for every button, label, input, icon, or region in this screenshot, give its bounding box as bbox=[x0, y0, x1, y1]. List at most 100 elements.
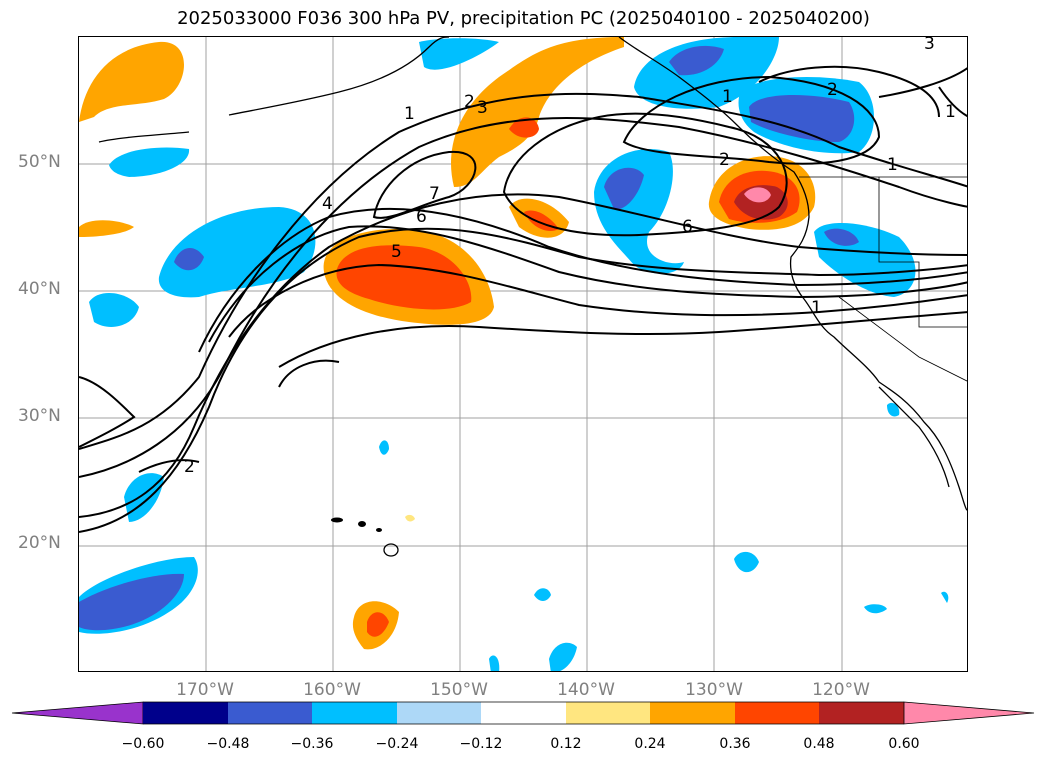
pv-contour bbox=[228, 263, 967, 338]
shade-negative bbox=[419, 38, 499, 70]
lon-label: 140°W bbox=[557, 680, 615, 700]
colorbar bbox=[11, 701, 1035, 725]
pv-contour bbox=[79, 376, 136, 448]
shade-positive bbox=[336, 245, 472, 310]
shade-negative bbox=[604, 167, 644, 210]
borders bbox=[799, 176, 967, 382]
colorbar-tick: 0.36 bbox=[719, 736, 751, 752]
shade-positive bbox=[79, 220, 134, 237]
shade-negative bbox=[824, 228, 859, 246]
shade-negative bbox=[634, 37, 779, 109]
contour-label: 1 bbox=[722, 87, 733, 107]
shade-positive bbox=[79, 41, 184, 123]
contour-label: 2 bbox=[464, 92, 475, 112]
colorbar-segment bbox=[481, 702, 566, 724]
coastline-aleutians bbox=[228, 37, 450, 116]
shade-positive bbox=[367, 612, 389, 637]
shade-negative bbox=[749, 95, 855, 142]
pv-contour bbox=[138, 459, 200, 473]
contour-label: 7 bbox=[429, 184, 440, 204]
lat-label: 50°N bbox=[18, 152, 61, 172]
colorbar-tick: 0.60 bbox=[888, 736, 920, 752]
pv-contour bbox=[79, 117, 967, 478]
shade-negative bbox=[109, 147, 190, 177]
shade-negative bbox=[124, 473, 164, 522]
contour-label: 5 bbox=[391, 242, 402, 262]
pv-contour bbox=[372, 150, 477, 219]
colorbar-tick: 0.12 bbox=[550, 736, 582, 752]
colorbar-segment bbox=[143, 702, 228, 724]
contour-label: 4 bbox=[322, 194, 333, 214]
lat-label: 40°N bbox=[18, 279, 61, 299]
pv-contour bbox=[278, 359, 340, 388]
pv-contour bbox=[278, 311, 967, 368]
shade-negative bbox=[941, 591, 949, 603]
pv-contours bbox=[79, 65, 967, 533]
coastline-north-america bbox=[618, 37, 967, 511]
colorbar-tick: −0.36 bbox=[290, 736, 334, 752]
shade-negative bbox=[158, 207, 316, 298]
contour-label: 2 bbox=[827, 80, 838, 100]
pv-contour bbox=[758, 65, 940, 118]
coastline-baja bbox=[878, 386, 950, 488]
colorbar-tick: 0.48 bbox=[803, 736, 835, 752]
shade-positive bbox=[509, 117, 539, 138]
colorbar-segment bbox=[650, 702, 735, 724]
contour-label: 1 bbox=[945, 102, 956, 122]
shade-negative bbox=[534, 588, 551, 601]
map-panel: 1 2 3 4 5 6 7 1 2 3 2 1 6 2 1 1 bbox=[78, 36, 968, 672]
shade-negative bbox=[734, 551, 759, 573]
colorbar-segment bbox=[228, 702, 312, 724]
shade-negative bbox=[79, 573, 184, 631]
contour-label: 6 bbox=[682, 217, 693, 237]
contour-label: 3 bbox=[924, 37, 935, 54]
shade-negative bbox=[379, 440, 389, 455]
lon-label: 170°W bbox=[176, 680, 234, 700]
shade-negative bbox=[174, 247, 204, 271]
coastlines bbox=[98, 37, 967, 511]
contour-label: 2 bbox=[184, 457, 195, 477]
colorbar-tick: −0.60 bbox=[121, 736, 165, 752]
border-us-mexico bbox=[838, 296, 967, 382]
pv-contour bbox=[502, 112, 788, 237]
lat-label: 30°N bbox=[18, 406, 61, 426]
colorbar-tick: −0.12 bbox=[459, 736, 503, 752]
contour-label: 6 bbox=[416, 207, 427, 227]
pv-contour bbox=[198, 208, 967, 353]
map-title: 2025033000 F036 300 hPa PV, precipitatio… bbox=[177, 8, 870, 29]
colorbar-segment bbox=[566, 702, 650, 724]
contour-label: 3 bbox=[477, 98, 488, 118]
lon-label: 150°W bbox=[430, 680, 488, 700]
state-borders bbox=[878, 177, 967, 328]
shade-positive bbox=[405, 514, 415, 522]
lon-label: 120°W bbox=[812, 680, 870, 700]
shade-negative bbox=[887, 402, 900, 417]
coastline-aleutians bbox=[98, 131, 190, 143]
colorbar-segment bbox=[903, 701, 1035, 725]
colorbar-segment bbox=[312, 702, 397, 724]
pv-contour bbox=[622, 75, 881, 165]
colorbar-segment bbox=[11, 701, 144, 725]
shade-positive bbox=[744, 187, 771, 203]
colorbar-segment bbox=[819, 702, 904, 724]
colorbar-segment bbox=[397, 702, 481, 724]
pv-contour bbox=[79, 227, 967, 533]
shade-negative bbox=[669, 45, 724, 76]
pv-contour bbox=[79, 92, 967, 450]
colorbar-tick: −0.48 bbox=[206, 736, 250, 752]
contour-label: 1 bbox=[887, 155, 898, 175]
shade-negative bbox=[89, 292, 139, 327]
shade-negative bbox=[489, 655, 500, 671]
precip-shading bbox=[79, 37, 949, 671]
contour-label: 1 bbox=[811, 298, 822, 318]
shade-positive bbox=[451, 37, 624, 187]
colorbar-segment bbox=[735, 702, 819, 724]
lon-label: 160°W bbox=[303, 680, 361, 700]
lat-label: 20°N bbox=[18, 533, 61, 553]
shade-negative bbox=[549, 642, 577, 671]
pv-contour bbox=[938, 86, 967, 118]
contour-label: 1 bbox=[404, 104, 415, 124]
colorbar-tick: 0.24 bbox=[634, 736, 666, 752]
pv-contour bbox=[878, 67, 967, 98]
shade-negative bbox=[864, 604, 887, 614]
